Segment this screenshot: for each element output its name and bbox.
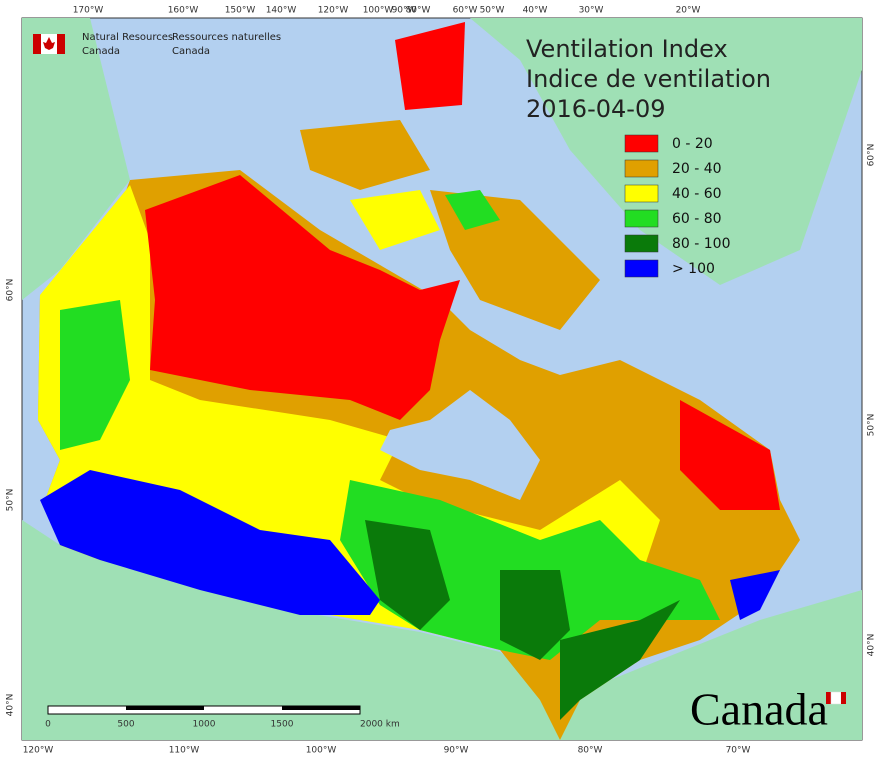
arctic-island [395,22,465,110]
arctic-island [445,190,500,230]
scale-label: 500 [117,720,134,730]
graticule-label: 50°W [480,6,505,16]
graticule-label: 60°N [6,279,16,302]
department-en: Natural Resources [82,32,173,43]
graticule-label: 110°W [169,746,200,756]
title-date: 2016-04-09 [526,95,665,123]
graticule-label: 70°W [726,746,751,756]
graticule-label: 50°N [867,414,877,437]
alaska [22,18,130,300]
area-0-20 [145,175,460,420]
department-fr: Ressources naturelles [172,32,281,43]
scale-bar-segment [282,706,360,710]
area-over-100-east [730,570,780,620]
scale-label: 1000 [193,720,216,730]
arctic-island [300,120,430,190]
scale-label: 2000 km [360,720,400,730]
graticule-label: 80°W [406,6,431,16]
legend-label: 20 - 40 [672,161,722,177]
scale-bar-segment [126,706,204,710]
graticule-label: 50°N [6,489,16,512]
flag-bar [826,692,831,704]
graticule-label: 60°N [867,144,877,167]
graticule-label: 160°W [168,6,199,16]
graticule-label: 40°N [867,634,877,657]
legend-label: 80 - 100 [672,236,731,252]
graticule-label: 90°W [444,746,469,756]
legend-label: > 100 [672,261,715,277]
legend-swatch [624,184,659,203]
flag-center [830,691,842,705]
graticule-label: 80°W [578,746,603,756]
department-fr: Canada [172,46,210,57]
hudson-bay [380,390,540,500]
graticule-label: 60°W [453,6,478,16]
graticule-label: 150°W [225,6,256,16]
title: Ventilation Index [526,35,728,63]
legend-swatch [624,259,659,278]
area-80-100 [365,520,450,630]
graticule-label: 90°W [392,6,417,16]
graticule-label: 20°W [676,6,701,16]
scale-bar [47,705,361,715]
flag-bar [841,692,846,704]
maple-leaf [43,37,55,50]
legend-swatch [624,209,659,228]
legend-label: 60 - 80 [672,211,722,227]
flag-bar [57,34,65,54]
graticule-label: 30°W [579,6,604,16]
graticule-label: 170°W [73,6,104,16]
title: Indice de ventilation [526,65,771,93]
graticule-label: 120°W [23,746,54,756]
legend-label: 40 - 60 [672,186,722,202]
nrcan-flag [33,34,65,54]
legend-swatch [624,159,659,178]
graticule-label: 100°W [306,746,337,756]
arctic-island [350,190,440,250]
greenland [470,18,862,285]
area-0-20-east [680,400,780,510]
area-80-100-east [500,570,570,660]
department-en: Canada [82,46,120,57]
legend-label: 0 - 20 [672,136,713,152]
graticule-label: 100°W [363,6,394,16]
flag-bar [33,34,41,54]
graticule-label: 140°W [266,6,297,16]
legend-swatch [624,234,659,253]
legend-swatch [624,134,659,153]
graticule-label: 120°W [318,6,349,16]
ventilation-areas [38,22,800,740]
area-over-100 [40,470,380,615]
land-foreign [22,18,862,740]
wordmark: Canada [690,684,828,735]
graticule-label: 40°W [523,6,548,16]
scale-label: 0 [45,720,51,730]
wordmark-flag [826,691,846,705]
scale-label: 1500 [271,720,294,730]
united-states [22,520,862,740]
graticule-label: 40°N [6,694,16,717]
area-80-100-south [560,600,680,720]
area-60-80-west [60,300,130,450]
